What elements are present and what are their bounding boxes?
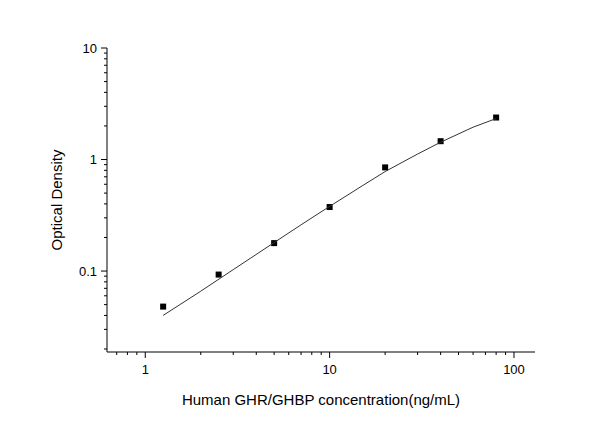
minor-tick (496, 352, 497, 355)
minor-tick (288, 352, 289, 355)
minor-tick (104, 65, 107, 66)
minor-tick (256, 352, 257, 355)
y-tick-label: 10 (83, 41, 97, 56)
minor-tick (104, 304, 107, 305)
minor-tick (104, 81, 107, 82)
y-tick (101, 159, 107, 160)
minor-tick (301, 352, 302, 355)
chart: 1 10 100 0.1 1 10 Human GHR/GHBP concentration… (0, 0, 600, 424)
minor-tick (311, 352, 312, 355)
minor-tick (104, 106, 107, 107)
minor-tick (485, 352, 486, 355)
minor-tick (233, 352, 234, 355)
y-tick-label: 0.1 (79, 264, 97, 279)
x-tick-label: 1 (142, 362, 149, 377)
minor-tick (104, 276, 107, 277)
minor-tick (417, 352, 418, 355)
minor-tick (473, 352, 474, 355)
data-point (382, 164, 388, 170)
x-tick (145, 352, 146, 358)
minor-tick (321, 352, 322, 355)
minor-tick (104, 295, 107, 296)
minor-tick (440, 352, 441, 355)
minor-tick (104, 58, 107, 59)
minor-tick (104, 193, 107, 194)
minor-tick (104, 164, 107, 165)
minor-tick (136, 352, 137, 355)
minor-tick (104, 72, 107, 73)
minor-tick (104, 170, 107, 171)
plot-area (160, 115, 499, 316)
minor-tick (104, 203, 107, 204)
x-tick-label: 10 (322, 362, 336, 377)
data-point (216, 272, 222, 278)
minor-tick (104, 176, 107, 177)
minor-tick (104, 217, 107, 218)
y-axis (107, 48, 108, 352)
minor-tick (104, 92, 107, 93)
minor-tick (104, 53, 107, 54)
y-tick (101, 271, 107, 272)
minor-tick (458, 352, 459, 355)
minor-tick (385, 352, 386, 355)
minor-tick (127, 352, 128, 355)
minor-tick (505, 352, 506, 355)
minor-tick (200, 352, 201, 355)
y-axis-title: Optical Density (48, 149, 65, 250)
data-point (160, 304, 166, 310)
minor-tick (116, 352, 117, 355)
minor-tick (274, 352, 275, 355)
minor-tick (104, 349, 107, 350)
minor-tick (104, 288, 107, 289)
minor-tick (104, 237, 107, 238)
x-tick (329, 352, 330, 358)
x-tick (513, 352, 514, 358)
minor-tick (104, 281, 107, 282)
fit-curve (163, 119, 496, 316)
x-axis-title: Human GHR/GHBP concentration(ng/mL) (182, 391, 460, 408)
y-tick-label: 1 (90, 152, 97, 167)
minor-tick (104, 184, 107, 185)
y-tick (101, 48, 107, 49)
minor-tick (104, 329, 107, 330)
minor-tick (104, 315, 107, 316)
minor-tick (104, 125, 107, 126)
x-tick-label: 100 (503, 362, 525, 377)
